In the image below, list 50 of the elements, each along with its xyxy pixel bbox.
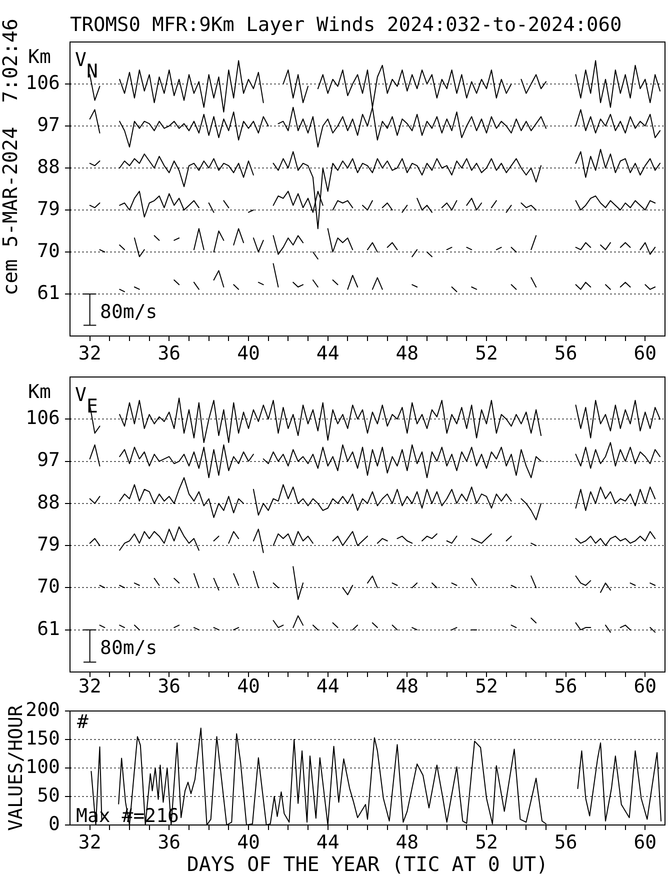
y-tick-label: 50	[37, 784, 60, 806]
x-tick-label: 32	[78, 342, 102, 364]
x-tick-label: 48	[396, 342, 419, 364]
y-tick-label: 61	[37, 282, 60, 304]
x-tick-label: 56	[554, 831, 578, 854]
x-tick-label: 44	[316, 675, 340, 698]
x-tick-label: 60	[634, 342, 657, 364]
annotation: #	[77, 710, 89, 733]
y-tick-label: 88	[37, 491, 60, 514]
x-tick-label: 36	[158, 342, 181, 364]
x-tick-label: 40	[237, 831, 260, 854]
x-tick-label: 48	[396, 831, 419, 854]
x-tick-label: 40	[237, 675, 260, 698]
x-tick-label: 52	[475, 831, 498, 854]
y-tick-label: 61	[37, 618, 60, 640]
x-tick-label: 60	[634, 675, 657, 698]
y-tick-label: 70	[37, 576, 60, 598]
x-tick-label: 56	[554, 675, 578, 698]
x-tick-label: 32	[78, 675, 102, 698]
y-tick-label: 100	[26, 756, 60, 778]
x-tick-label: 32	[78, 831, 102, 854]
y-tick-label: 79	[37, 198, 60, 220]
y-tick-label: 70	[37, 240, 60, 262]
x-tick-label: 36	[158, 675, 181, 698]
x-tick-label: 48	[396, 675, 419, 698]
y-tick-label: 97	[37, 449, 60, 472]
x-tick-label: 60	[634, 831, 657, 854]
y-tick-label: 106	[26, 72, 60, 94]
y-axis-title: VALUES/HOUR	[4, 704, 27, 831]
annotation: 80m/s	[100, 636, 158, 659]
y-tick-label: 150	[26, 727, 60, 750]
text: cem 5-MAR-2024 7:02:46	[0, 18, 22, 296]
y-axis-title: Km	[28, 380, 51, 403]
y-tick-label: 200	[26, 698, 60, 721]
x-tick-label: 40	[237, 342, 260, 364]
y-tick-label: 88	[37, 156, 60, 178]
y-tick-label: 79	[37, 534, 60, 556]
y-tick-label: 106	[26, 407, 60, 430]
y-tick-label: 97	[37, 114, 60, 136]
annotation: 80m/s	[100, 300, 158, 323]
x-tick-label: 44	[316, 342, 340, 364]
x-tick-label: 44	[316, 831, 340, 854]
x-tick-label: 52	[475, 675, 498, 698]
y-axis-title: Km	[28, 46, 51, 68]
x-axis-title: DAYS OF THE YEAR (TIC AT 0 UT)	[186, 852, 548, 876]
x-tick-label: 56	[554, 342, 578, 364]
x-tick-label: 36	[158, 831, 181, 854]
x-tick-label: 52	[475, 342, 498, 364]
chart-title: TROMS0 MFR:9Km Layer Winds 2024:032-to-2024:060	[70, 13, 622, 36]
y-tick-label: 0	[48, 812, 60, 835]
